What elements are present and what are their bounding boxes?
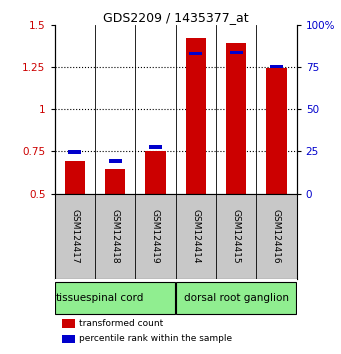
Title: GDS2209 / 1435377_at: GDS2209 / 1435377_at <box>103 11 249 24</box>
Bar <box>62 335 75 343</box>
Bar <box>109 159 121 163</box>
Text: GSM124416: GSM124416 <box>272 209 281 264</box>
Bar <box>266 68 286 194</box>
Text: GSM124415: GSM124415 <box>232 209 241 264</box>
Text: GSM124418: GSM124418 <box>110 209 120 264</box>
FancyBboxPatch shape <box>55 282 175 314</box>
Text: spinal cord: spinal cord <box>86 293 144 303</box>
Text: GSM124417: GSM124417 <box>70 209 79 264</box>
Text: tissue: tissue <box>55 293 87 303</box>
FancyBboxPatch shape <box>176 282 296 314</box>
Text: GSM124414: GSM124414 <box>191 209 200 264</box>
Bar <box>145 152 165 194</box>
Bar <box>62 319 75 328</box>
Bar <box>149 145 162 149</box>
Bar <box>68 150 81 154</box>
Bar <box>65 161 85 194</box>
Bar <box>270 65 283 68</box>
Bar <box>189 52 202 55</box>
Text: transformed count: transformed count <box>79 319 163 328</box>
Bar <box>186 38 206 194</box>
Bar <box>105 169 125 194</box>
Text: GSM124419: GSM124419 <box>151 209 160 264</box>
Bar <box>226 43 246 194</box>
Text: dorsal root ganglion: dorsal root ganglion <box>184 293 288 303</box>
Text: percentile rank within the sample: percentile rank within the sample <box>79 335 232 343</box>
Bar <box>230 51 242 55</box>
